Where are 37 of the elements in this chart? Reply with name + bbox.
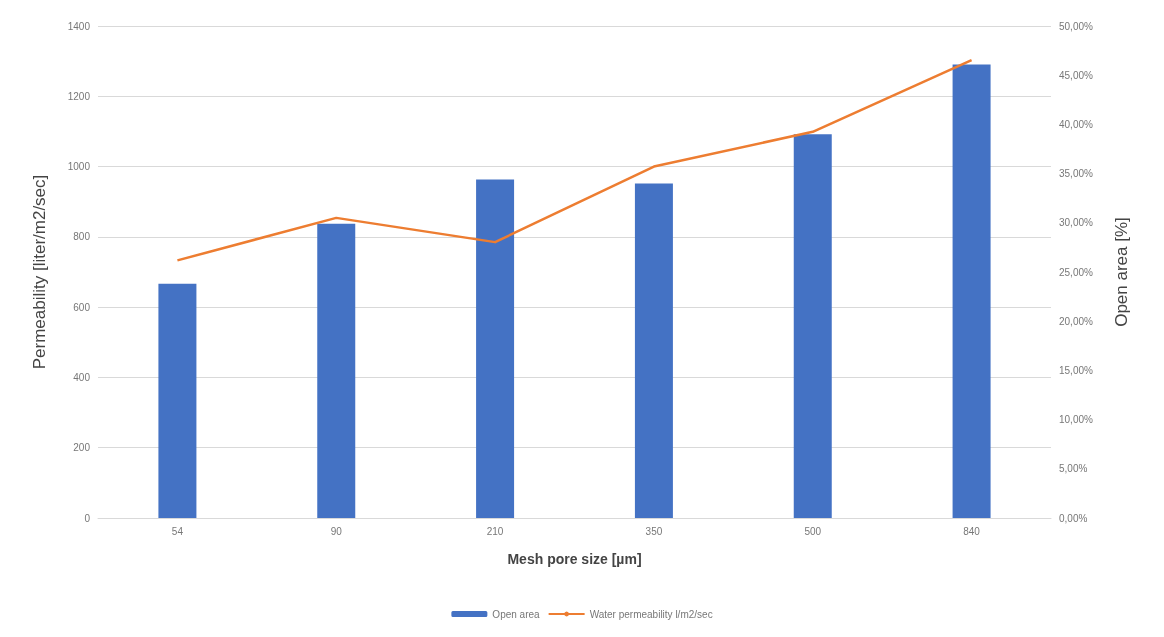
x-tick-label: 54 [171,525,184,537]
y2-tick-label: 20,00% [1059,315,1094,327]
x-tick-label: 350 [645,525,663,537]
y-tick-label: 600 [73,301,91,313]
bar [476,179,515,518]
x-tick-label: 500 [804,525,822,537]
y2-tick-label: 40,00% [1059,118,1094,130]
y2-tick-label: 15,00% [1059,364,1094,376]
bar [158,283,197,518]
y-tick-label: 1000 [67,161,91,173]
bar [952,64,991,518]
legend-label: Water permeability l/m2/sec [589,608,713,620]
bar [634,183,673,518]
y2-tick-label: 35,00% [1059,168,1094,180]
y-tick-label: 200 [73,442,91,454]
line-series [176,58,973,262]
x-axis-title: Mesh pore size [µm] [507,551,642,567]
y-tick-label: 1200 [67,90,91,102]
bar [793,134,832,518]
x-tick-label: 840 [963,525,981,537]
y2-tick-label: 30,00% [1059,217,1094,229]
y-tick-label: 400 [73,371,91,383]
y2-tick-label: 25,00% [1059,266,1094,278]
legend-label: Open area [492,608,541,620]
y-tick-label: 0 [84,512,91,524]
y2-tick-label: 45,00% [1059,69,1094,81]
y-tick-label: 1400 [67,20,91,32]
y2-axis-title: Open area [%] [1112,217,1131,327]
y2-tick-label: 5,00% [1059,463,1088,475]
y2-tick-label: 0,00% [1059,512,1088,524]
x-tick-label: 210 [486,525,504,537]
y-tick-label: 800 [73,231,91,243]
y2-tick-label: 10,00% [1059,414,1094,426]
y2-tick-label: 50,00% [1059,20,1094,32]
x-tick-label: 90 [330,525,343,537]
y-axis-title: Permeability [liter/m2/sec] [30,174,49,370]
bar [317,223,356,518]
